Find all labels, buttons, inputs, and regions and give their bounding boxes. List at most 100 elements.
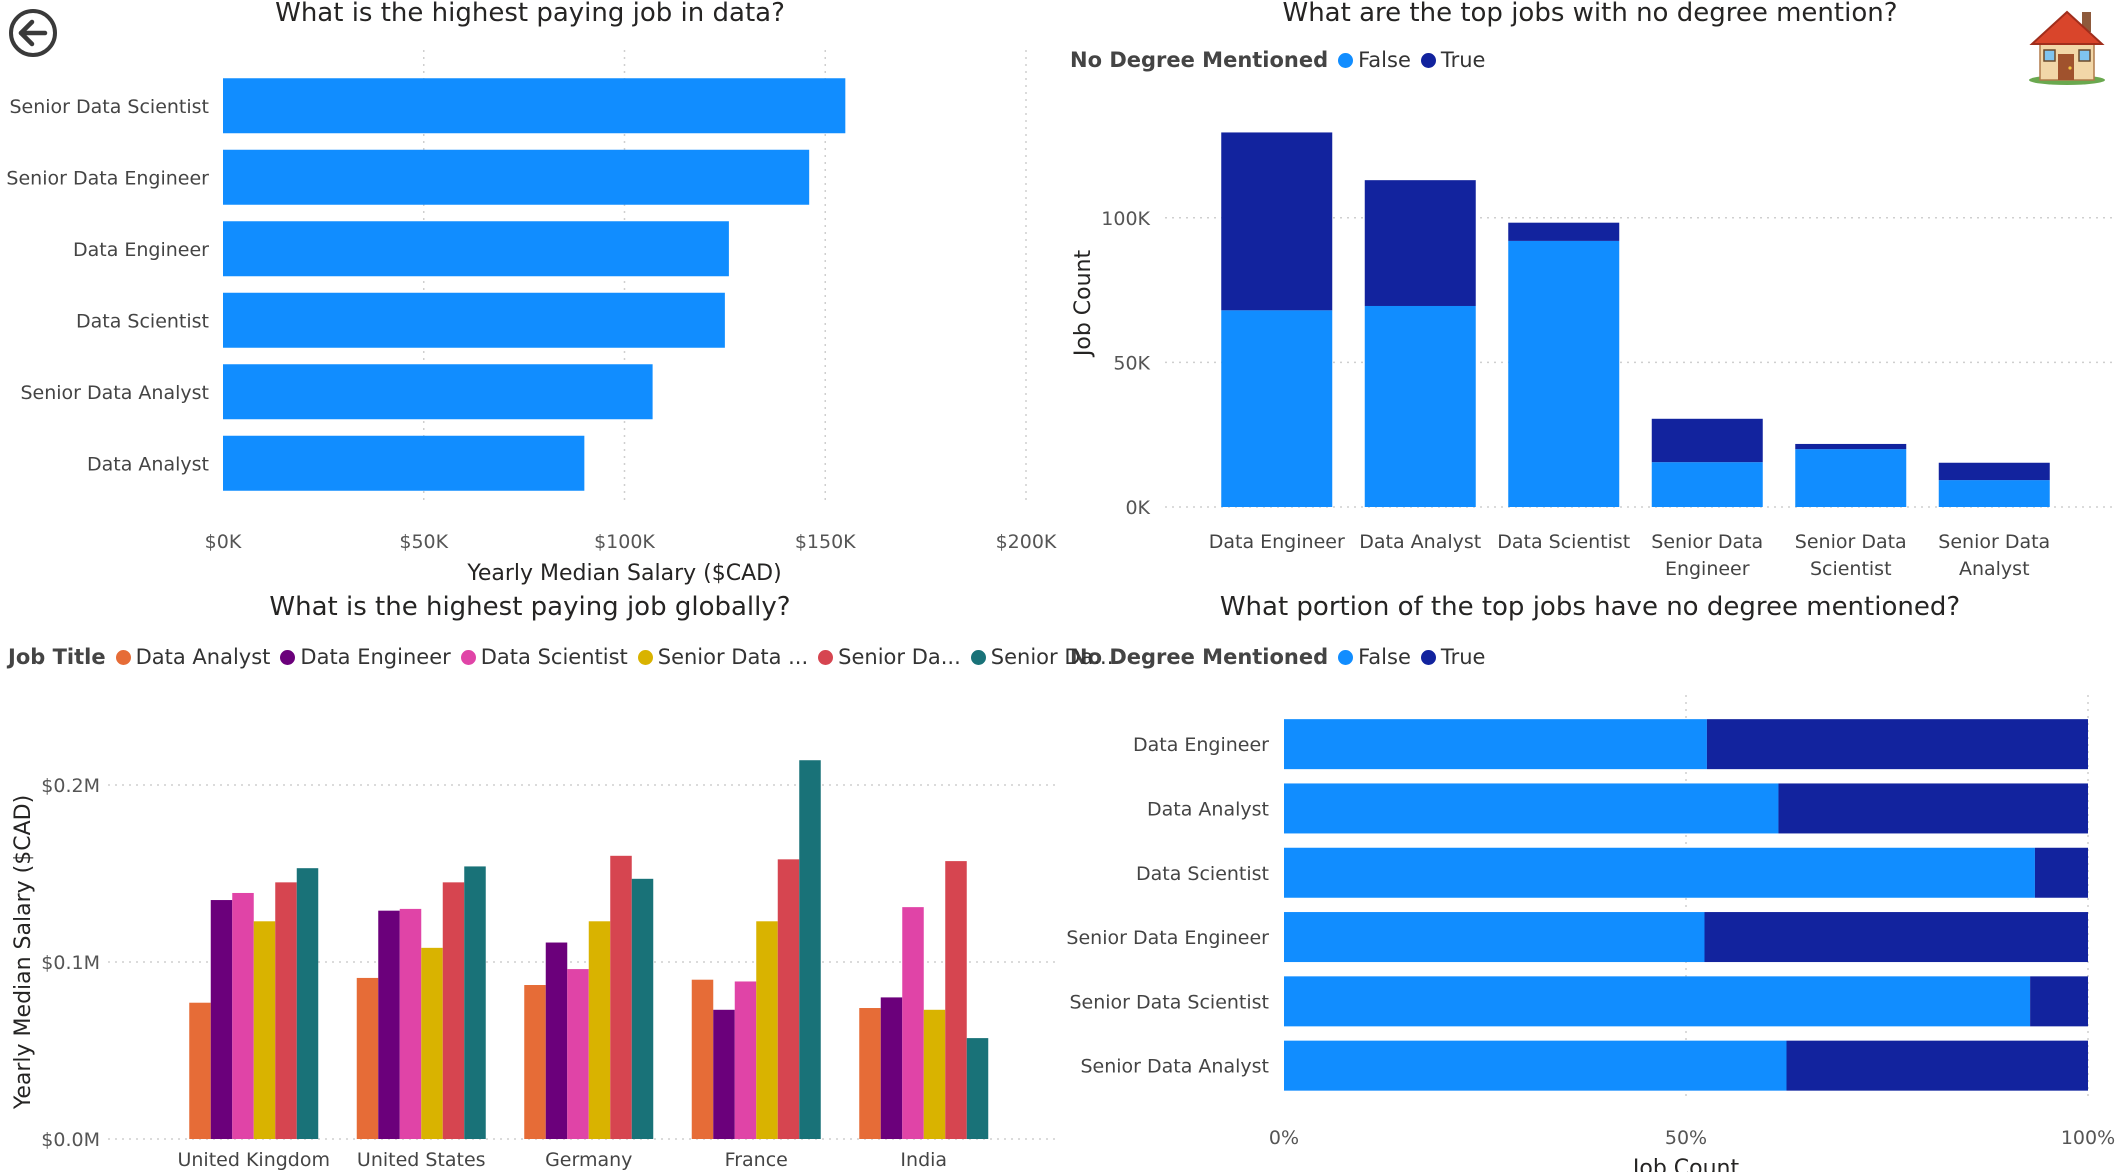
- salary-column: [777, 859, 800, 1139]
- salary-column: [713, 1009, 735, 1139]
- category-label: Data Engineer: [1133, 734, 1269, 756]
- category-label: Senior Data: [1651, 531, 1763, 553]
- salary-column: [232, 892, 254, 1139]
- salary-bar: [223, 78, 846, 134]
- category-label: Data Analyst: [1147, 798, 1269, 820]
- legend-title: No Degree Mentioned: [1070, 645, 1329, 669]
- category-label: Data Analyst: [87, 453, 209, 475]
- salary-bar: [223, 149, 810, 205]
- category-label: Engineer: [1665, 558, 1750, 580]
- salary-column: [945, 861, 967, 1139]
- salary-column: [756, 921, 778, 1139]
- salary-column: [567, 969, 589, 1139]
- x-tick-label: $100K: [594, 531, 655, 553]
- salary-column: [545, 942, 568, 1139]
- salary-column: [524, 985, 546, 1139]
- y-tick-label: 100K: [1101, 208, 1150, 230]
- legend-title: Job Title: [8, 645, 106, 669]
- legend-item-senior-data-analyst[interactable]: Senior Data ...: [637, 645, 808, 669]
- false-segment: [1364, 305, 1476, 507]
- true-segment: [1704, 912, 2088, 963]
- back-button[interactable]: [8, 8, 58, 58]
- no-degree-legend-bottom[interactable]: No Degree Mentioned False True: [1070, 645, 1495, 669]
- y-axis-title: Job Count: [1071, 250, 1096, 359]
- x-tick-label: 100%: [2061, 1127, 2115, 1149]
- y-axis-title: Yearly Median Salary ($CAD): [11, 795, 36, 1110]
- legend-item-true[interactable]: True: [1420, 645, 1485, 669]
- salary-bar: [223, 435, 585, 491]
- category-label: Senior Data Analyst: [20, 382, 209, 404]
- job-title-legend[interactable]: Job Title Data Analyst Data Engineer Dat…: [8, 645, 1123, 669]
- salary-column: [799, 760, 821, 1139]
- x-axis-title: Job Count: [1631, 1156, 1740, 1172]
- false-segment: [1221, 310, 1333, 507]
- category-label: Senior Data Scientist: [9, 96, 209, 118]
- chart2-title: What are the top jobs with no degree men…: [1282, 0, 1898, 28]
- no-degree-legend-top[interactable]: No Degree Mentioned False True: [1070, 48, 1495, 72]
- home-button[interactable]: [2024, 2, 2110, 88]
- false-segment: [1651, 462, 1763, 507]
- salary-column: [275, 882, 297, 1139]
- legend-item-senior-data-engineer[interactable]: Senior Da...: [818, 645, 961, 669]
- category-label: Senior Data Scientist: [1069, 991, 1269, 1013]
- category-label: Data Engineer: [1209, 531, 1345, 553]
- salary-column: [399, 908, 422, 1139]
- x-tick-label: $50K: [399, 531, 448, 553]
- arrow-left-circle-icon: [9, 9, 57, 57]
- category-label: Senior Data: [1938, 531, 2050, 553]
- legend-item-senior-data-scientist[interactable]: Senior Da...: [970, 645, 1113, 669]
- no-degree-stacked-column-chart[interactable]: 0K 50K 100K Data Engineer Data Analyst Data S…: [1071, 132, 2117, 580]
- no-degree-100pct-bar-chart[interactable]: 0% 50% 100% Data Engineer Data Analyst Data S…: [1066, 695, 2115, 1172]
- salary-bar: [223, 364, 653, 420]
- true-segment: [1706, 719, 2088, 770]
- true-segment: [1795, 443, 1907, 450]
- salary-column: [296, 868, 319, 1139]
- category-label: Scientist: [1810, 558, 1892, 580]
- false-segment: [1795, 449, 1907, 507]
- salary-column: [631, 878, 654, 1139]
- true-segment: [2034, 847, 2088, 898]
- legend-item-false[interactable]: False: [1338, 645, 1411, 669]
- global-salary-clustered-column-chart[interactable]: $0.0M $0.1M $0.2M United Kingdom United Stat…: [11, 760, 1056, 1171]
- salary-bar: [223, 221, 729, 277]
- salary-column: [610, 855, 632, 1139]
- false-segment: [1284, 719, 1707, 770]
- salary-bar-chart[interactable]: $0K $50K $100K $150K $200K Senior Data Scient…: [6, 50, 1057, 586]
- category-label: Senior Data: [1795, 531, 1907, 553]
- legend-item-true[interactable]: True: [1420, 48, 1485, 72]
- salary-column: [378, 910, 400, 1139]
- false-segment: [1284, 783, 1779, 834]
- category-label: Data Scientist: [1497, 531, 1630, 553]
- salary-column: [356, 977, 379, 1139]
- salary-column: [442, 882, 465, 1139]
- x-tick-label: 50%: [1665, 1127, 1707, 1149]
- y-tick-label: 0K: [1125, 497, 1150, 519]
- category-label: Germany: [545, 1149, 632, 1171]
- salary-column: [588, 921, 611, 1139]
- true-segment: [1364, 180, 1476, 306]
- x-tick-label: $0K: [205, 531, 242, 553]
- false-segment: [1284, 847, 2035, 898]
- salary-column: [734, 981, 757, 1139]
- legend-item-data-engineer[interactable]: Data Engineer: [280, 645, 451, 669]
- chart3-title: What is the highest paying job globally?: [269, 592, 791, 622]
- y-tick-label: 50K: [1113, 352, 1150, 374]
- true-segment: [1778, 783, 2088, 834]
- salary-column: [189, 1002, 211, 1139]
- legend-item-false[interactable]: False: [1338, 48, 1411, 72]
- salary-column: [691, 979, 714, 1139]
- legend-item-data-scientist[interactable]: Data Scientist: [460, 645, 628, 669]
- category-label: India: [900, 1149, 947, 1171]
- x-tick-label: $150K: [795, 531, 856, 553]
- y-tick-label: $0.0M: [41, 1129, 100, 1151]
- salary-column: [880, 997, 903, 1139]
- category-label: Analyst: [1959, 558, 2030, 580]
- false-segment: [1284, 976, 2031, 1027]
- category-label: Data Engineer: [73, 239, 209, 261]
- legend-item-data-analyst[interactable]: Data Analyst: [115, 645, 270, 669]
- y-tick-label: $0.1M: [41, 952, 100, 974]
- true-segment: [1651, 418, 1763, 463]
- false-segment: [1284, 912, 1705, 963]
- salary-column: [902, 907, 924, 1139]
